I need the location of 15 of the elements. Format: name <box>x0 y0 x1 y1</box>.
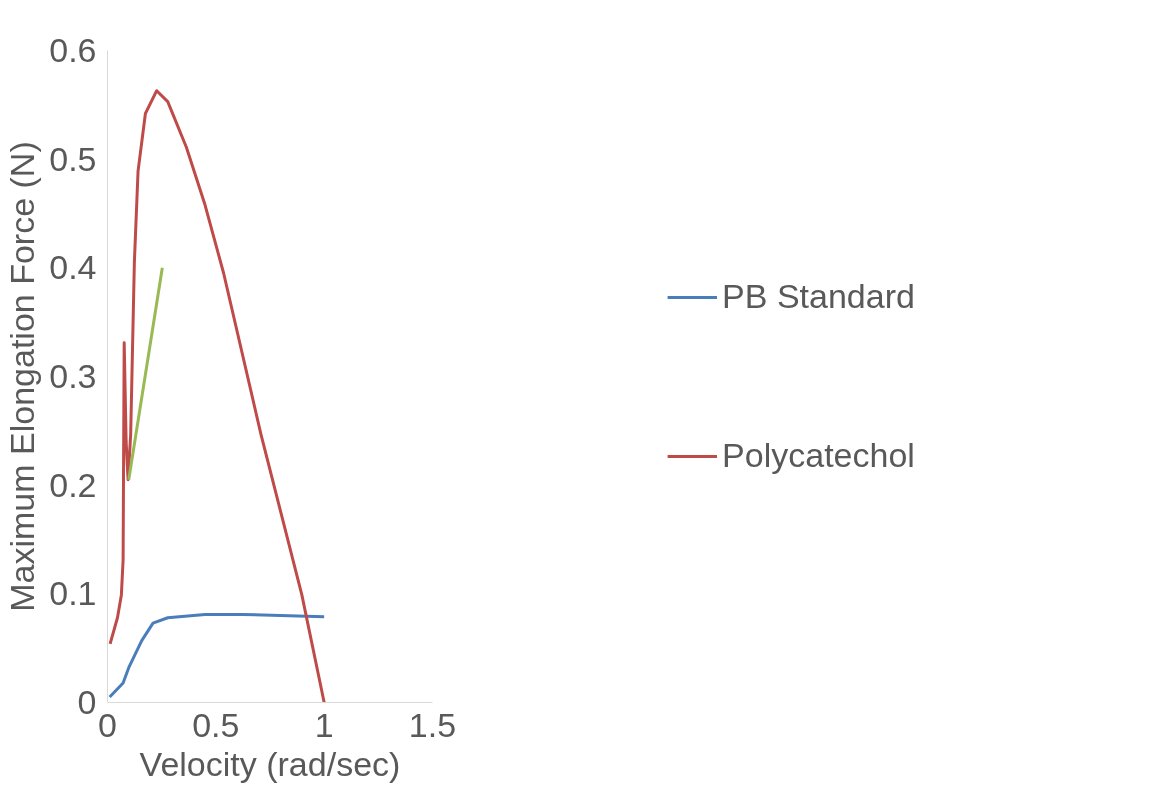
y-tick-label: 0.3 <box>49 357 97 395</box>
legend-label: PB Standard <box>722 277 915 316</box>
y-tick-label: 0.5 <box>49 139 97 178</box>
x-tick-label: 0.5 <box>192 705 240 744</box>
legend-label: Polycatechol <box>722 436 915 475</box>
y-tick-label: 0.4 <box>49 248 97 287</box>
y-tick-label: 0.2 <box>49 465 97 504</box>
line-series <box>108 89 326 703</box>
y-tick-label: 0.6 <box>49 31 97 69</box>
x-tick-label: 1.5 <box>408 705 457 744</box>
y-tick-label: 0.1 <box>49 574 97 613</box>
x-axis-title: Velocity (rad/sec) <box>139 744 401 783</box>
y-axis-title: Maximum Elongation Force (N) <box>3 141 42 612</box>
x-tick-label: 1 <box>314 705 334 744</box>
line-series <box>108 612 326 699</box>
